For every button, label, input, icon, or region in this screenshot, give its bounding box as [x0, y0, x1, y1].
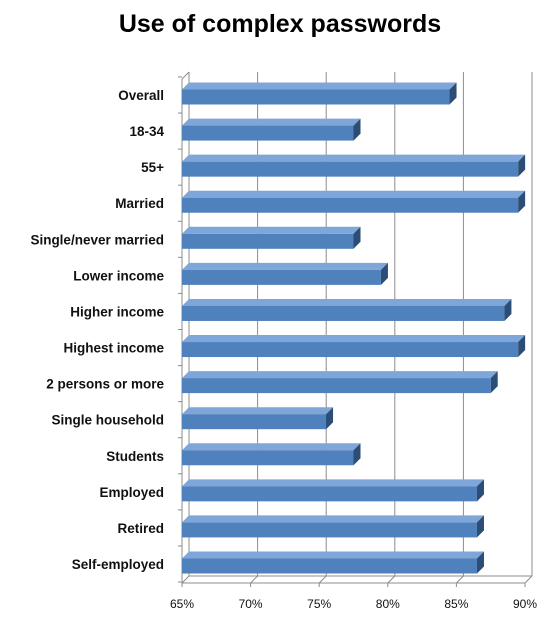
category-label: Overall [118, 88, 164, 103]
bar [182, 262, 388, 285]
bar [182, 118, 361, 141]
bar-front-face [182, 197, 519, 213]
bar [182, 443, 361, 466]
category-label: 55+ [141, 160, 164, 175]
bar-end-face [476, 551, 484, 574]
bar-end-face [326, 407, 334, 430]
bar [182, 515, 484, 538]
bar-end-face [353, 226, 361, 249]
bar-front-face [182, 558, 477, 574]
bar-end-face [490, 371, 498, 394]
bar-end-face [518, 335, 526, 358]
bar-top-face [182, 298, 512, 306]
category-labels: Overall 18-34 55+ Married Single/never marri… [30, 88, 164, 572]
bar-front-face [182, 450, 354, 466]
bar-top-face [182, 551, 484, 559]
x-tick-label: 75% [307, 597, 331, 611]
bar-top-face [182, 443, 361, 451]
x-tick-label: 90% [513, 597, 537, 611]
bar-end-face [518, 190, 526, 213]
bar-front-face [182, 125, 354, 141]
floor-line [456, 575, 464, 584]
bar-end-face [476, 479, 484, 502]
bar-front-face [182, 522, 477, 538]
bar-end-face [518, 154, 526, 177]
category-label: Higher income [70, 304, 164, 319]
bar [182, 335, 526, 358]
bar-top-face [182, 515, 484, 523]
bar-front-face [182, 161, 519, 177]
bar-end-face [449, 82, 457, 105]
bar [182, 479, 484, 502]
category-label: Highest income [63, 341, 164, 356]
floor-line [387, 575, 396, 584]
x-tick-label: 80% [376, 597, 400, 611]
category-label: 2 persons or more [46, 377, 164, 392]
bar-top-face [182, 118, 361, 126]
floor-line [181, 575, 190, 584]
bar-top-face [182, 262, 388, 270]
tick-labels: 65% 70% 75% 80% 85% 90% [170, 597, 537, 611]
bar-top-face [182, 190, 526, 198]
gridlines [181, 72, 533, 584]
bar [182, 407, 334, 430]
bar [182, 154, 526, 177]
category-label: Students [106, 449, 164, 464]
bar-front-face [182, 89, 450, 105]
bars [182, 82, 526, 574]
bar-top-face [182, 154, 526, 162]
y-axis-top-edge [181, 71, 190, 80]
bar-top-face [182, 335, 526, 343]
category-label: 18-34 [129, 124, 164, 139]
category-label: Self-employed [72, 557, 164, 572]
bar-top-face [182, 371, 498, 379]
floor-line [318, 575, 327, 584]
bar-front-face [182, 342, 519, 358]
chart-title: Use of complex passwords [118, 10, 442, 38]
bar-front-face [182, 305, 505, 321]
category-label: Employed [99, 485, 164, 500]
bar-end-face [353, 118, 361, 141]
bar [182, 190, 526, 213]
bar-top-face [182, 479, 484, 487]
bar [182, 371, 498, 394]
bar-top-face [182, 82, 457, 90]
bar-front-face [182, 269, 381, 285]
category-label: Single household [51, 413, 164, 428]
bar-end-face [380, 262, 388, 285]
x-tick-label: 65% [170, 597, 194, 611]
axes [178, 71, 526, 587]
x-tick-label: 70% [239, 597, 263, 611]
bar-top-face [182, 407, 334, 415]
bar-front-face [182, 233, 354, 249]
bar-end-face [476, 515, 484, 538]
bar-front-face [182, 378, 491, 394]
bar [182, 298, 512, 321]
bar [182, 82, 457, 105]
category-label: Single/never married [30, 232, 164, 247]
bar-top-face [182, 226, 361, 234]
bar-end-face [353, 443, 361, 466]
floor-line [524, 575, 533, 584]
bar-front-face [182, 486, 477, 502]
category-label: Married [115, 196, 164, 211]
bar-end-face [504, 298, 512, 321]
bar-front-face [182, 414, 327, 430]
category-label: Retired [117, 521, 164, 536]
x-tick-label: 85% [444, 597, 468, 611]
bar [182, 226, 361, 249]
bar [182, 551, 484, 574]
floor-line [250, 575, 258, 584]
category-label: Lower income [73, 268, 164, 283]
